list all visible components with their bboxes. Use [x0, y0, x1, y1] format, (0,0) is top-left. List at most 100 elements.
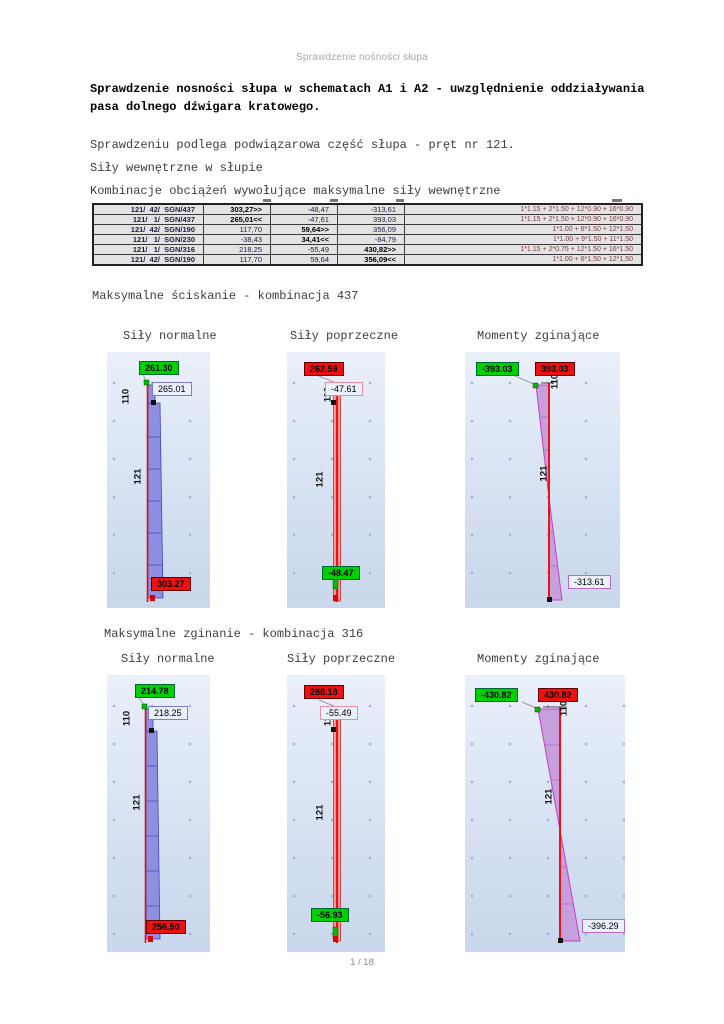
value-label-plain: -55.49: [320, 706, 358, 720]
moment-wedge-top: [537, 708, 561, 831]
leader-line: [318, 699, 337, 708]
value-label-green: -48.47: [322, 566, 360, 580]
page-number: 1 / 18: [350, 957, 374, 968]
cell-combination-formula: 1*1.00 + 6*1.50 + 12*1.50: [404, 254, 643, 266]
moment-wedge-bottom: [548, 497, 563, 601]
table-row: 121/ 42/ SGN/190 117,70 59,64>> 356,09 1…: [92, 224, 643, 235]
min-marker: [141, 703, 148, 710]
table-row: 121/ 1/ SGN/437 265,01<< -47,61 393,03 1…: [92, 214, 643, 225]
diagram-panel-shear-forces-437: 110 121 262.59 -47.61 -48.47: [287, 352, 385, 608]
bending-moment-plot: [514, 375, 563, 602]
diagram-title-shear-forces: Siły poprzeczne: [290, 329, 399, 343]
force-band-main: [145, 730, 161, 940]
value-label-plain: -47.61: [325, 382, 363, 396]
end-marker: [333, 936, 338, 942]
member-number-121: 121: [314, 471, 326, 488]
cell-combination-formula: 1*1.00 + 6*1.50 + 12*1.50: [404, 224, 643, 235]
cell-bending-moment: 356,09: [337, 224, 405, 235]
section-heading-compression: Maksymalne ściskanie - kombinacja 437: [92, 289, 359, 303]
paragraph-combinations: Kombinacje obciążeń wywołujące maksymaln…: [90, 184, 501, 198]
max-marker: [148, 936, 153, 942]
min-marker: [143, 379, 150, 386]
cell-normal-force: -38,43: [203, 234, 271, 245]
diagram-panel-bending-moments-437: 110 121 -393.03 393.03 -313.61: [465, 352, 620, 608]
cell-combination-formula: 1*1.15 + 2*1.50 + 12*0.90 + 16*0.90: [404, 203, 643, 215]
diagram-title-normal-forces: Siły normalne: [121, 652, 215, 666]
cell-shear-force: -55,49: [270, 244, 338, 255]
leader-line: [521, 701, 537, 709]
value-label-red: 393.03: [535, 362, 575, 376]
table-clipped-header-mark: [396, 199, 404, 202]
cell-normal-force: 117,70: [203, 224, 271, 235]
cell-member-node-combination: 121/ 42/ SGN/190: [92, 224, 204, 235]
table-clipped-header-mark: [612, 199, 622, 202]
diagram-title-bending-moments: Momenty zginające: [477, 329, 600, 343]
document-title: Sprawdzenie nosności słupa w schematach …: [90, 82, 645, 114]
member-number-121: 121: [314, 804, 326, 821]
node-marker: [331, 400, 336, 405]
diagram-title-normal-forces: Siły normalne: [123, 329, 217, 343]
diagram-panel-normal-forces-437: 110 121 261.30 265.01 303.27: [107, 352, 210, 608]
table-row: 121/ 42/ SGN/437 303,27>> -48,47 -313,61…: [92, 203, 643, 215]
cell-normal-force: 303,27>>: [203, 203, 271, 215]
node-marker: [331, 727, 336, 732]
min-marker: [532, 382, 539, 389]
value-label-plain: -396.29: [582, 919, 625, 933]
cell-shear-force: 34,41<<: [270, 234, 338, 245]
cell-member-node-combination: 121/ 42/ SGN/437: [92, 203, 204, 215]
min-marker: [534, 706, 541, 713]
cell-normal-force: 117,70: [203, 254, 271, 266]
value-label-red: 256.50: [146, 920, 186, 934]
member-number-121: 121: [131, 794, 143, 811]
max-marker: [150, 595, 155, 601]
leader-line: [318, 375, 337, 384]
bending-moment-plot: [521, 701, 581, 943]
cell-combination-formula: 1*1.15 + 2*1.50 + 12*0.90 + 16*0.90: [404, 214, 643, 225]
max-marker: [547, 597, 552, 602]
member-number-110: 110: [120, 388, 132, 405]
cell-normal-force: 265,01<<: [203, 214, 271, 225]
value-label-plain: 265.01: [152, 382, 192, 396]
diagram-title-shear-forces: Siły poprzeczne: [287, 652, 396, 666]
table-clipped-header-mark: [330, 199, 338, 202]
value-label-red: 262.59: [304, 362, 344, 376]
value-label-red: 303.27: [151, 577, 191, 591]
value-label-green: 214.78: [135, 684, 175, 698]
value-label-red: 288.18: [304, 685, 344, 699]
cell-shear-force: 59,64>>: [270, 224, 338, 235]
value-label-green: -430.82: [475, 688, 518, 702]
diagram-panel-bending-moments-316: 110 121 -430.82 430.82 -396.29: [465, 675, 625, 952]
normal-force-plot: [142, 374, 164, 602]
member-number-110: 110: [121, 710, 133, 727]
normal-force-plot: [138, 697, 161, 943]
cell-bending-moment: 393,03: [337, 214, 405, 225]
running-header: Sprawdzenie nośności słupa: [296, 52, 428, 63]
diagram-title-bending-moments: Momenty zginające: [477, 652, 600, 666]
cell-combination-formula: 1*1.00 + 9*1.50 + 11*1.50: [404, 234, 643, 245]
member-number-121: 121: [132, 468, 144, 485]
value-label-plain: -313.61: [568, 575, 611, 589]
node-marker: [149, 728, 154, 733]
end-marker: [333, 595, 338, 601]
section-heading-bending: Maksymalne zginanie - kombinacja 316: [104, 627, 364, 641]
max-marker: [558, 938, 563, 943]
internal-forces-table: 121/ 42/ SGN/437 303,27>> -48,47 -313,61…: [92, 203, 643, 266]
node-marker: [151, 400, 156, 405]
cell-bending-moment: 430,82>>: [337, 244, 405, 255]
cell-normal-force: 218,25: [203, 244, 271, 255]
member-number-121: 121: [538, 465, 550, 482]
paragraph-checked-member: Sprawdzeniu podlega podwiązarowa część s…: [90, 138, 515, 152]
table-row: 121/ 42/ SGN/190 117,70 59,64 356,09<< 1…: [92, 254, 643, 266]
value-label-green: -393.03: [476, 362, 519, 376]
cell-bending-moment: -84,79: [337, 234, 405, 245]
force-band-main: [147, 402, 164, 599]
cell-shear-force: -48,47: [270, 203, 338, 215]
cell-combination-formula: 1*1.15 + 2*0.75 + 12*1.50 + 16*1.50: [404, 244, 643, 255]
value-label-red: 430.82: [538, 688, 578, 702]
diagram-panel-shear-forces-316: 110 121 288.18 -55.49 -56.93: [287, 675, 385, 952]
cell-shear-force: -47,61: [270, 214, 338, 225]
cell-bending-moment: 356,09<<: [337, 254, 405, 266]
value-label-green: 261.30: [139, 361, 179, 375]
cell-shear-force: 59,64: [270, 254, 338, 266]
